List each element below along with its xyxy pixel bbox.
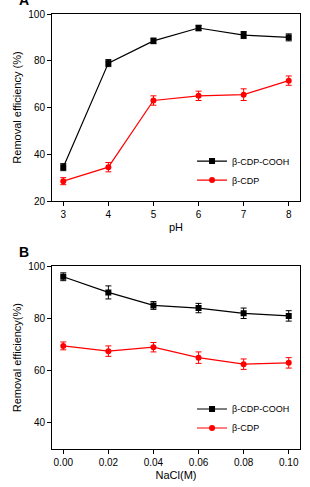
svg-text:0.00: 0.00: [54, 457, 74, 468]
svg-text:β-CDP-COOH: β-CDP-COOH: [232, 157, 289, 167]
svg-text:0.04: 0.04: [144, 457, 164, 468]
svg-text:0.06: 0.06: [189, 457, 209, 468]
svg-text:Removal efficiency (%): Removal efficiency (%): [11, 51, 23, 163]
svg-text:3: 3: [60, 209, 66, 220]
svg-text:40: 40: [34, 417, 46, 428]
svg-text:80: 80: [34, 313, 46, 324]
svg-text:6: 6: [196, 209, 202, 220]
svg-text:4: 4: [106, 209, 112, 220]
svg-text:pH: pH: [169, 221, 183, 233]
svg-text:60: 60: [34, 102, 46, 113]
svg-text:Removal efficiency(%): Removal efficiency(%): [11, 303, 23, 412]
svg-text:80: 80: [34, 55, 46, 66]
svg-text:100: 100: [28, 261, 45, 272]
svg-text:NaCl(M): NaCl(M): [156, 469, 197, 481]
svg-text:β-CDP-COOH: β-CDP-COOH: [232, 404, 289, 414]
svg-text:60: 60: [34, 365, 46, 376]
svg-text:β-CDP: β-CDP: [232, 176, 259, 186]
svg-text:8: 8: [286, 209, 292, 220]
svg-text:β-CDP: β-CDP: [232, 423, 259, 433]
svg-text:A: A: [19, 0, 29, 8]
svg-text:0.10: 0.10: [279, 457, 299, 468]
svg-text:40: 40: [34, 149, 46, 160]
svg-text:7: 7: [241, 209, 247, 220]
svg-text:5: 5: [151, 209, 157, 220]
svg-text:100: 100: [28, 9, 45, 20]
svg-text:0.08: 0.08: [234, 457, 254, 468]
svg-text:0.02: 0.02: [99, 457, 119, 468]
svg-text:B: B: [19, 244, 29, 260]
svg-text:20: 20: [34, 196, 46, 207]
